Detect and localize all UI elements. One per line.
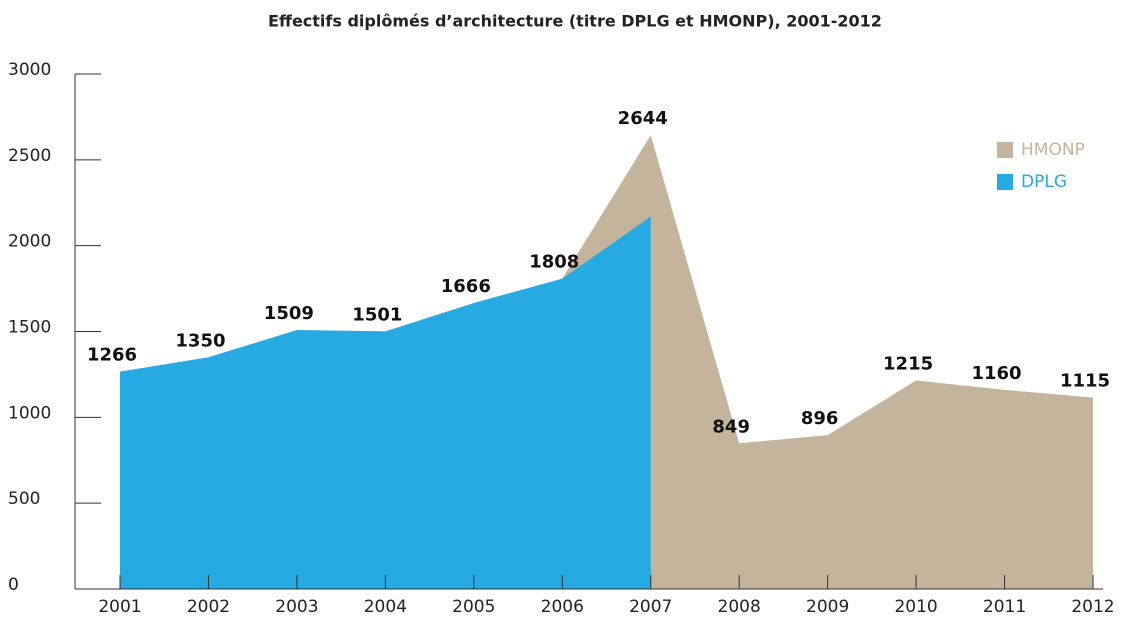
data-label: 896	[801, 408, 839, 429]
data-label: 2644	[618, 108, 668, 129]
data-label: 1501	[352, 304, 402, 325]
data-label: 1666	[441, 276, 491, 297]
data-label: 849	[712, 416, 750, 437]
x-tick-label: 2010	[894, 597, 937, 617]
legend-label: DPLG	[1021, 172, 1067, 192]
y-tick-label: 1000	[8, 403, 51, 423]
data-label: 1115	[1060, 371, 1110, 392]
legend-swatch	[997, 174, 1013, 190]
x-tick-label: 2002	[187, 597, 230, 617]
area-dplg	[120, 216, 651, 589]
y-tick-label: 3000	[8, 60, 51, 80]
x-tick-label: 2009	[806, 597, 849, 617]
data-label: 1808	[529, 252, 579, 273]
x-tick-label: 2008	[718, 597, 761, 617]
data-label: 1350	[175, 330, 225, 351]
x-tick-label: 2004	[364, 597, 407, 617]
x-tick-label: 2006	[541, 597, 584, 617]
legend-label: HMONP	[1021, 140, 1085, 160]
x-tick-label: 2012	[1071, 597, 1114, 617]
data-label: 1160	[971, 363, 1021, 384]
y-tick-label: 0	[8, 575, 19, 595]
chart-title: Effectifs diplômés d’architecture (titre…	[268, 12, 882, 31]
data-label: 1509	[264, 303, 314, 324]
legend-swatch	[997, 142, 1013, 158]
x-tick-label: 2011	[983, 597, 1026, 617]
x-tick-label: 2005	[452, 597, 495, 617]
y-tick-label: 2500	[8, 146, 51, 166]
y-tick-label: 1500	[8, 318, 51, 338]
data-label: 1215	[883, 353, 933, 374]
y-tick-label: 2000	[8, 232, 51, 252]
area-hmonp	[562, 135, 1093, 589]
y-tick-label: 500	[8, 489, 40, 509]
x-tick-label: 2007	[629, 597, 672, 617]
x-tick-label: 2001	[98, 597, 141, 617]
x-tick-label: 2003	[275, 597, 318, 617]
data-label: 1266	[87, 345, 137, 366]
